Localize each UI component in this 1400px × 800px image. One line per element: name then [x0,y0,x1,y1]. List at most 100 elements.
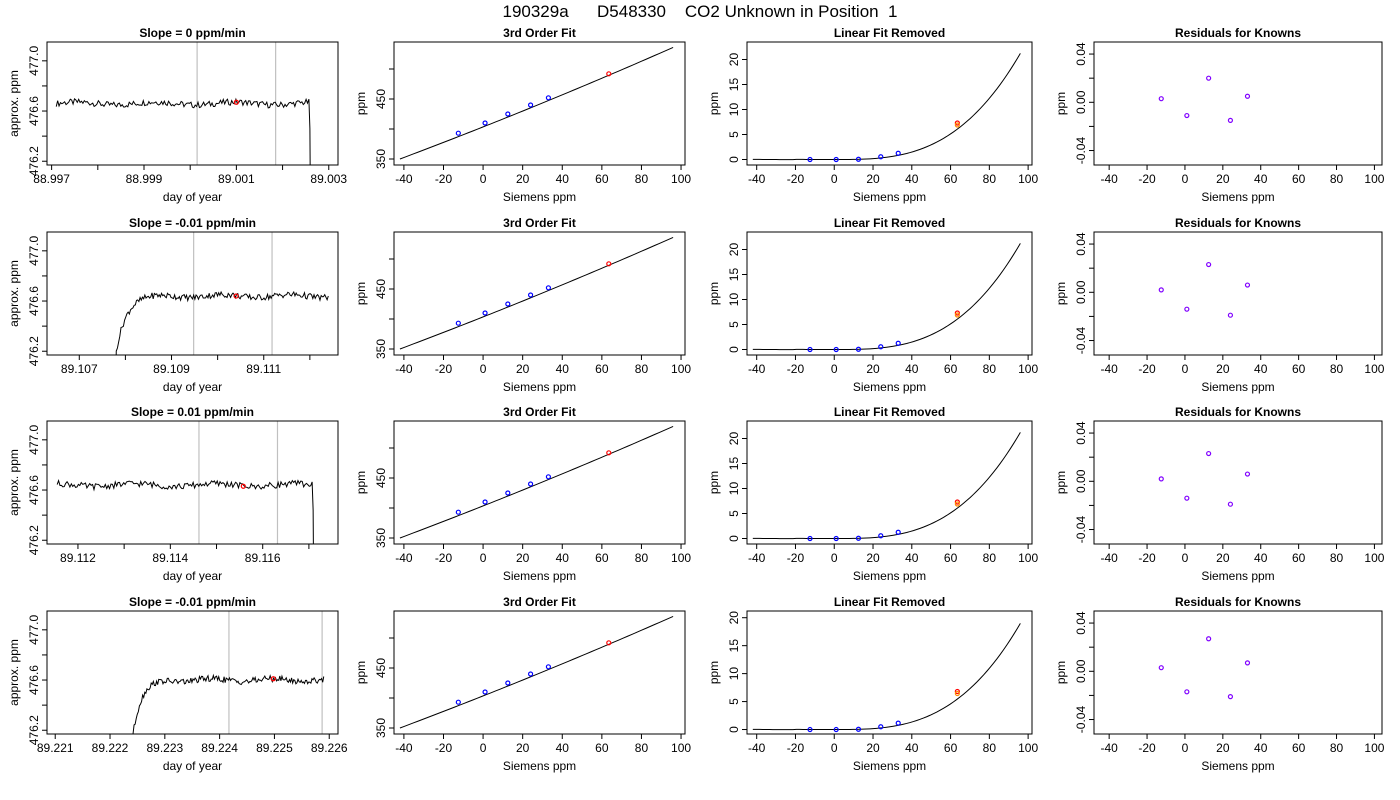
known-point [833,346,839,353]
x-tick-label: 80 [635,172,649,186]
x-tick-label: 89.111 [246,362,281,376]
x-axis-label: Siemens ppm [1201,569,1274,583]
x-tick-label: 80 [983,741,997,755]
residual-point [1158,665,1164,671]
y-tick-label: -0.04 [1074,137,1088,165]
residual-curve [752,623,1021,731]
panel-time-series-row-2: Slope = -0.01 ppm/min 89.107 89.109 89.111 4… [7,216,339,394]
x-tick-label: 40 [905,172,919,186]
panel-residuals-row-2: Residuals for Knowns -40 -20 0 20 40 60 80 100 -0… [1054,216,1385,394]
x-tick-label: 20 [866,362,880,376]
x-tick-label: 60 [944,551,958,565]
x-tick-label: -20 [1138,741,1156,755]
x-tick-label: 40 [905,551,919,565]
x-tick-label: 80 [983,362,997,376]
x-tick-label: 89.223 [146,741,183,755]
y-tick-label: 0 [727,535,741,542]
y-tick-label: 0.00 [1074,90,1088,114]
unknown-point-fit [954,501,960,507]
x-tick-label: 20 [866,172,880,186]
x-tick-label: -40 [395,551,413,565]
plot-area [132,611,325,734]
x-tick-label: 0 [1182,362,1189,376]
plot-frame [746,41,1033,166]
known-point [855,346,862,352]
unknown-point [954,688,960,695]
panel-calibration-row-2: 3rd Order Fit -40 -20 0 20 40 60 80 100 350 450 Sie… [354,216,691,394]
plot-area [752,432,1021,542]
x-tick-label: -40 [748,172,766,186]
x-tick-label: 80 [983,172,997,186]
y-tick-label: 20 [727,53,741,67]
panel-calibration-row-1: 3rd Order Fit -40 -20 0 20 40 60 80 100 350 450 Sie… [354,26,691,204]
x-tick-label: -40 [1100,551,1118,565]
fit-curve [399,425,674,539]
x-tick-label: -20 [1138,362,1156,376]
plot-frame [46,41,339,166]
residual-point [1158,96,1164,102]
plot-area [55,42,311,165]
known-point [895,340,901,346]
y-tick-label: 477.0 [27,424,41,454]
time-series-trace [55,97,311,165]
x-tick-label: 40 [1254,551,1268,565]
x-tick-label: 20 [1216,741,1230,755]
x-tick-label: 89.116 [245,551,281,565]
y-tick-label: 15 [727,639,741,653]
x-tick-label: 80 [1330,551,1344,565]
panel-title: Residuals for Knowns [1175,595,1301,609]
y-axis-label: ppm [354,471,368,494]
x-tick-label: 80 [635,741,649,755]
y-tick-label: 10 [727,482,741,496]
y-axis-label: approx. ppm [7,70,21,137]
x-tick-label: 89.221 [37,741,74,755]
panel-title: 3rd Order Fit [503,595,576,609]
figure-title: 190329a D548330 CO2 Unknown in Position … [502,2,898,21]
y-axis-label: ppm [1054,471,1068,494]
y-tick-label: 10 [727,667,741,681]
x-tick-label: 80 [635,362,649,376]
residual-point [1206,261,1212,268]
y-tick-label: 5 [727,698,741,705]
residual-point [1158,287,1164,293]
x-tick-label: 100 [1018,172,1038,186]
x-tick-label: -40 [748,551,766,565]
y-tick-label: 0 [727,346,741,353]
x-tick-label: 60 [944,172,958,186]
known-point [833,156,839,163]
x-tick-label: -40 [395,362,413,376]
residual-point [1227,117,1234,123]
y-axis-label: ppm [707,471,721,494]
x-tick-label: 100 [1364,172,1384,186]
plot-area [1158,75,1251,123]
x-tick-label: 100 [671,741,691,755]
residual-point [1206,450,1212,457]
x-tick-label: 80 [1330,172,1344,186]
known-point [878,533,884,539]
x-axis-label: Siemens ppm [853,190,926,204]
x-axis-label: Siemens ppm [503,759,576,773]
known-point [482,689,488,695]
x-tick-label: -20 [435,551,453,565]
y-tick-label: 0.04 [1074,232,1088,256]
panel-time-series-row-4: Slope = -0.01 ppm/min 89.221 89.222 89.223 8… [7,595,348,773]
unknown-point [233,99,239,105]
fit-curve [399,236,674,350]
x-tick-label: 20 [516,741,530,755]
panel-title: Slope = -0.01 ppm/min [129,216,256,230]
y-tick-label: 476.2 [27,525,41,555]
known-point [455,699,461,705]
y-tick-label: 15 [727,78,741,92]
residual-curve [752,243,1021,351]
x-tick-label: 89.114 [152,551,188,565]
panel-time-series-row-1: Slope = 0 ppm/min 88.997 88.999 89.001 89.00… [7,26,347,204]
x-tick-label: 89.112 [60,551,96,565]
residual-curve [752,432,1021,540]
x-tick-label: 89.003 [310,172,347,186]
x-tick-label: 60 [595,172,609,186]
known-point [505,680,511,686]
x-axis-label: day of year [163,569,222,583]
y-tick-label: -0.04 [1074,516,1088,544]
x-tick-label: 20 [516,362,530,376]
x-tick-label: 100 [1364,362,1384,376]
